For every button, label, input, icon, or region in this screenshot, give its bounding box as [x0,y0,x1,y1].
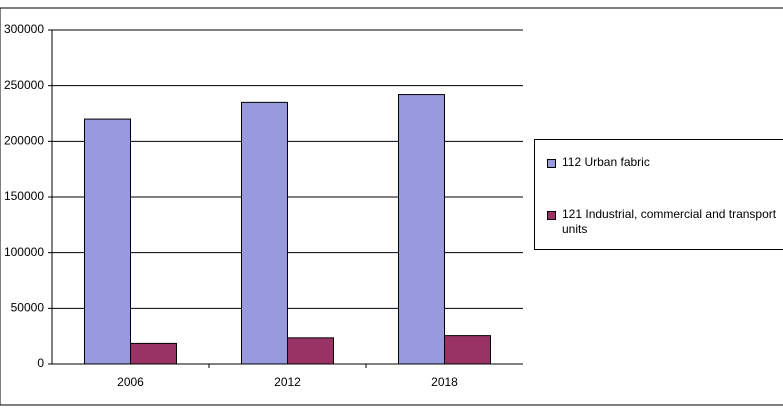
legend-item: 112 Urban fabric [547,155,783,170]
bar [398,94,445,365]
x-tick-label: 2018 [431,375,458,389]
bar [444,335,491,365]
y-tick-label: 50000 [11,301,45,315]
y-tick-label: 200000 [4,134,44,148]
legend-label: 121 Industrial, commercial and transport… [562,207,777,236]
bar [287,337,334,365]
legend-swatch [547,211,556,220]
bar [241,101,288,365]
y-tick-label: 250000 [4,78,44,92]
x-tick-label: 2006 [117,375,144,389]
legend-item: 121 Industrial, commercial and transport… [547,207,783,237]
x-tick-label: 2012 [274,375,301,389]
y-tick-label: 150000 [4,189,44,203]
legend-swatch [547,159,556,168]
y-tick-label: 0 [37,356,44,370]
y-tick-label: 300000 [4,22,44,36]
y-tick-label: 100000 [4,245,44,259]
legend: 112 Urban fabric 121 Industrial, commerci… [534,139,783,250]
bar [84,118,131,365]
legend-label: 112 Urban fabric [562,155,650,169]
bar [130,342,177,365]
